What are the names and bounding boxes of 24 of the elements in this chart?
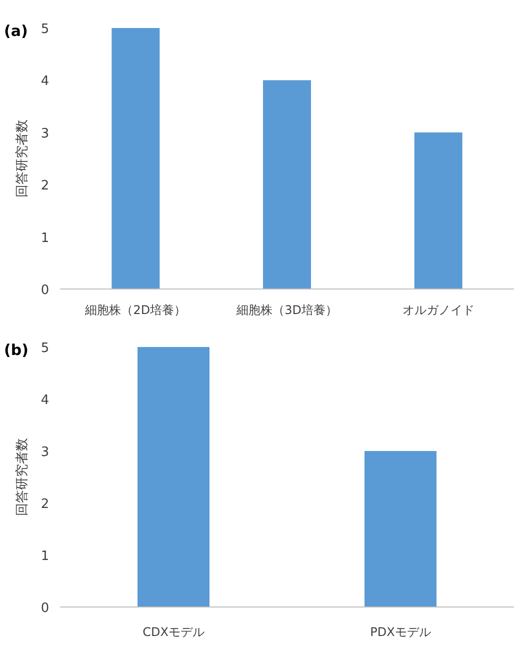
- y-axis-title: 回答研究者数: [15, 438, 30, 516]
- chart-title: (a): [4, 22, 28, 40]
- y-tick-label: 5: [40, 341, 50, 356]
- y-tick-label: 4: [40, 74, 50, 90]
- y-tick-label: 3: [40, 445, 50, 460]
- y-tick-label: 1: [40, 549, 50, 564]
- y-tick-label: 5: [40, 22, 50, 37]
- chart-title: (b): [4, 341, 28, 359]
- bar: [414, 132, 462, 289]
- x-tick-label: オルガノイド: [402, 303, 474, 317]
- y-tick-label: 3: [40, 126, 50, 142]
- x-tick-label: PDXモデル: [370, 625, 431, 639]
- y-tick-label: 0: [40, 283, 50, 298]
- y-tick-label: 2: [40, 178, 50, 194]
- y-tick-label: 1: [40, 230, 50, 246]
- bar: [112, 28, 160, 289]
- y-tick-label: 0: [40, 601, 50, 616]
- x-tick-label: 細胞株（3D培養）: [236, 303, 338, 317]
- y-tick-label: 4: [40, 393, 50, 408]
- x-tick-label: CDXモデル: [142, 625, 204, 639]
- y-tick-label: 2: [40, 497, 50, 512]
- y-axis-title: 回答研究者数: [15, 120, 30, 198]
- bar: [263, 80, 311, 289]
- x-tick-label: 細胞株（2D培養）: [84, 303, 186, 317]
